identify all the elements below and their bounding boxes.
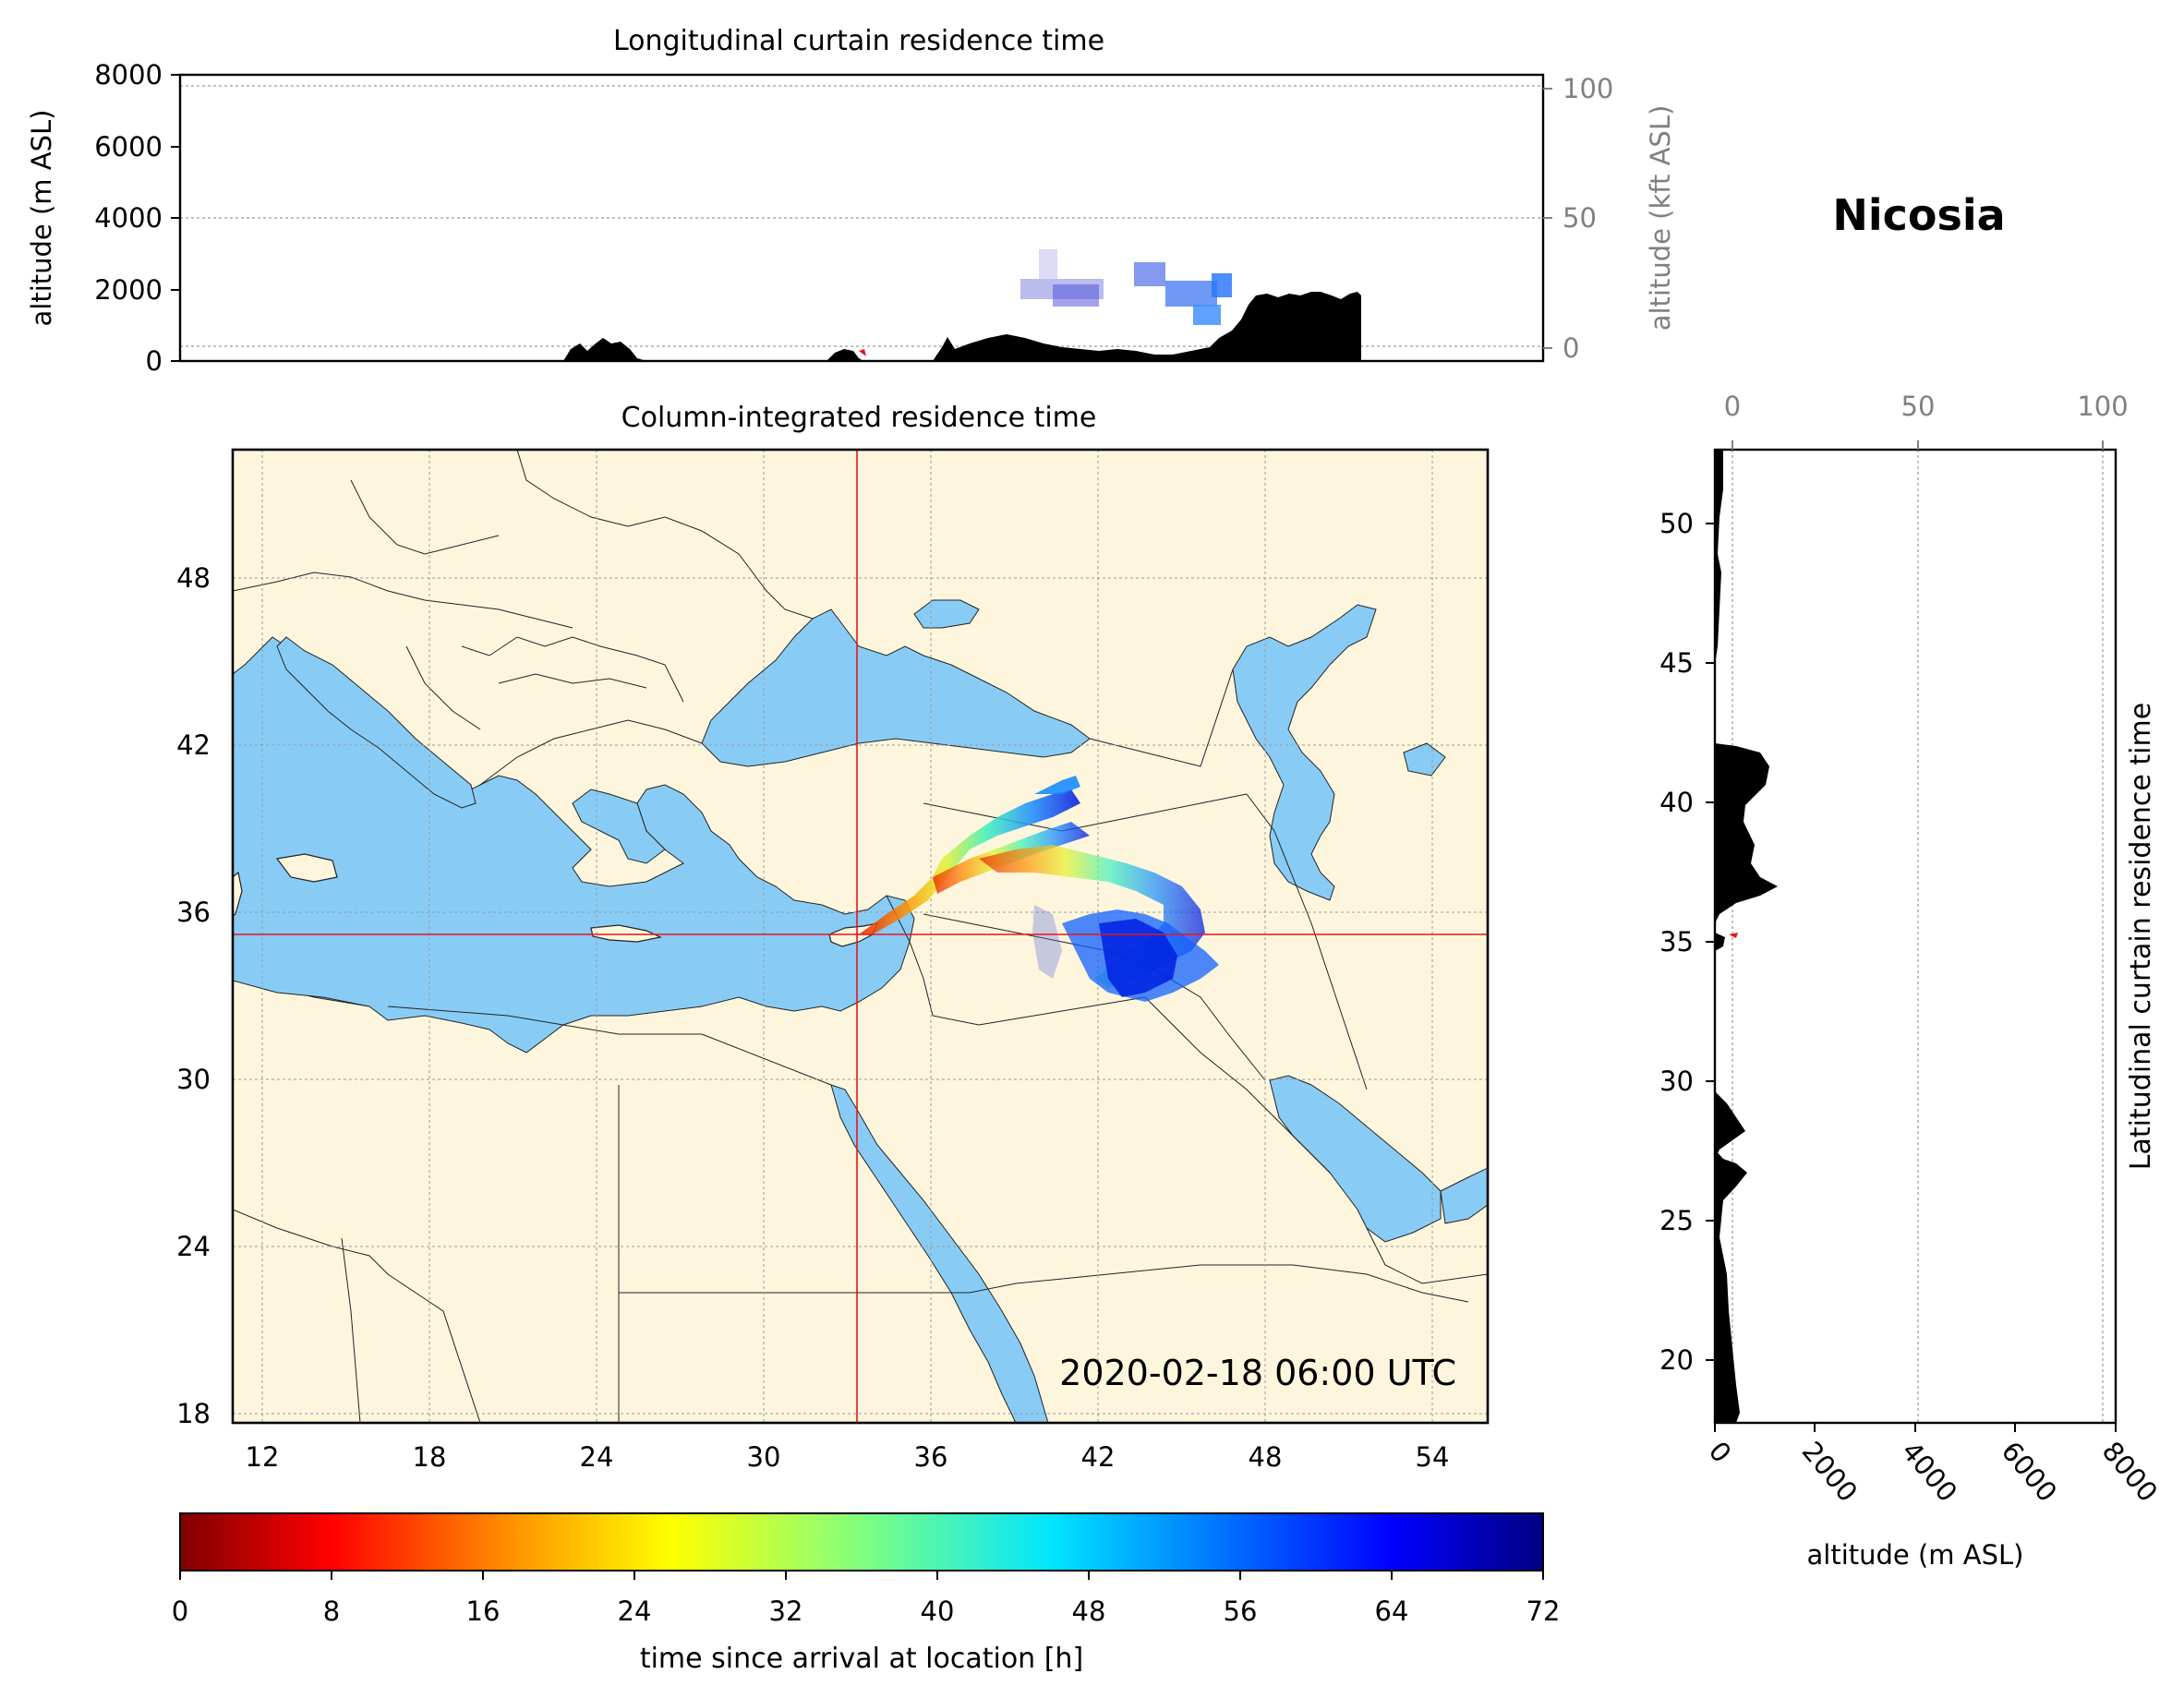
colorbar-tick: 56 — [1224, 1596, 1258, 1627]
map-title: Column-integrated residence time — [621, 402, 1097, 434]
latitudinal-terrain-profile — [1715, 450, 1778, 1423]
curtain-bottom-tick: 0 — [1703, 1436, 1738, 1469]
colorbar-tick: 32 — [769, 1596, 803, 1627]
latitude-tick: 24 — [176, 1231, 211, 1262]
curtain-top-tick: 0 — [1724, 391, 1741, 422]
caspian-sea — [1232, 604, 1377, 901]
curtain-left-tick: 6000 — [94, 131, 163, 163]
black-sea — [701, 608, 1091, 767]
longitudinal-curtain-title: Longitudinal curtain residence time — [613, 25, 1104, 57]
latitude-tick: 48 — [176, 562, 211, 594]
curtain-lat-tick: 40 — [1659, 787, 1694, 818]
curtain-right-tick: 0 — [1563, 332, 1579, 364]
curtain-left-tick: 0 — [146, 345, 163, 377]
colorbar-tick: 40 — [921, 1596, 955, 1627]
longitude-tick: 12 — [246, 1441, 280, 1473]
timestamp-label: 2020-02-18 06:00 UTC — [1059, 1353, 1456, 1393]
curtain-bottom-axis-label: altitude (m ASL) — [1807, 1539, 2024, 1571]
latitude-tick: 30 — [176, 1064, 211, 1095]
adriatic-sea — [276, 636, 477, 809]
curtain-bottom-tick: 2000 — [1796, 1436, 1864, 1508]
curtain-lat-tick: 30 — [1659, 1066, 1694, 1097]
colorbar-tick: 0 — [172, 1596, 188, 1627]
curtain-right-tick: 50 — [1563, 202, 1597, 234]
curtain-lat-tick: 20 — [1659, 1344, 1694, 1376]
colorbar-gradient — [180, 1513, 1543, 1571]
curtain-bottom-tick: 6000 — [1996, 1436, 2063, 1508]
curtain-bottom-tick: 4000 — [1896, 1436, 1963, 1508]
longitude-tick: 18 — [413, 1441, 447, 1473]
longitude-tick: 36 — [914, 1441, 948, 1473]
site-marker-latitudinal — [1729, 933, 1738, 938]
latitudinal-curtain-title: Latitudinal curtain residence time — [2125, 703, 2157, 1170]
colorbar-label: time since arrival at location [h] — [640, 1643, 1083, 1675]
longitudinal-terrain-profile — [563, 292, 1361, 361]
longitude-tick: 48 — [1249, 1441, 1283, 1473]
site-marker-longitudinal — [859, 349, 866, 356]
map-graticule — [233, 450, 1488, 1423]
colorbar-frame — [179, 1512, 1544, 1572]
longitudinal-residence-traces — [1020, 249, 1232, 325]
residence-time-plume — [859, 776, 1219, 1002]
colorbar-tick: 48 — [1072, 1596, 1106, 1627]
map-panel: Column-integrated residence time — [176, 402, 1490, 1473]
country-borders — [233, 450, 1488, 1423]
longitude-tick: 54 — [1416, 1441, 1450, 1473]
latitudinal-curtain-plot-area — [1715, 450, 2116, 1423]
curtain-left-axis-label: altitude (m ASL) — [26, 110, 57, 327]
red-sea — [830, 1084, 1049, 1423]
colorbar: 0 8 16 24 32 40 48 56 64 72 time since a… — [172, 1512, 1561, 1675]
colorbar-tick: 16 — [466, 1596, 501, 1627]
colorbar-tick: 64 — [1375, 1596, 1409, 1627]
sardinia-island — [233, 871, 243, 917]
curtain-lat-tick: 50 — [1659, 508, 1694, 539]
longitude-tick: 30 — [747, 1441, 781, 1473]
curtain-right-axis-label: altitude (kft ASL) — [1645, 105, 1676, 331]
sicily-island — [275, 853, 338, 883]
curtain-lat-tick: 35 — [1659, 926, 1694, 957]
latitude-tick: 36 — [176, 897, 211, 928]
curtain-lat-tick: 45 — [1659, 647, 1694, 679]
longitudinal-curtain-panel: Longitudinal curtain residence time 8000… — [26, 25, 1676, 377]
curtain-bottom-tick: 8000 — [2096, 1436, 2164, 1508]
latitude-tick: 18 — [176, 1398, 211, 1429]
curtain-top-tick: 100 — [2077, 391, 2128, 422]
latitude-tick: 42 — [176, 729, 211, 761]
curtain-right-tick: 100 — [1563, 73, 1613, 104]
kara-bogaz-gol — [1403, 742, 1446, 777]
crete-island — [590, 924, 662, 943]
colorbar-tick: 72 — [1526, 1596, 1561, 1627]
longitude-tick: 42 — [1081, 1441, 1116, 1473]
curtain-left-tick: 8000 — [94, 59, 163, 90]
curtain-top-tick: 50 — [1901, 391, 1936, 422]
longitude-tick: 24 — [580, 1441, 614, 1473]
curtain-lat-tick: 25 — [1659, 1205, 1694, 1236]
curtain-left-tick: 4000 — [94, 202, 163, 234]
map-frame — [231, 448, 1490, 1425]
aegean-sea — [572, 789, 666, 864]
location-title: Nicosia — [1832, 190, 2005, 240]
colorbar-tick: 8 — [323, 1596, 340, 1627]
colorbar-tick: 24 — [618, 1596, 652, 1627]
latitudinal-curtain-panel: 0 50 100 50 45 40 35 30 25 20 0 2000 400… — [1659, 391, 2164, 1571]
gulf-of-oman — [1440, 1167, 1488, 1224]
curtain-left-tick: 2000 — [94, 274, 163, 306]
